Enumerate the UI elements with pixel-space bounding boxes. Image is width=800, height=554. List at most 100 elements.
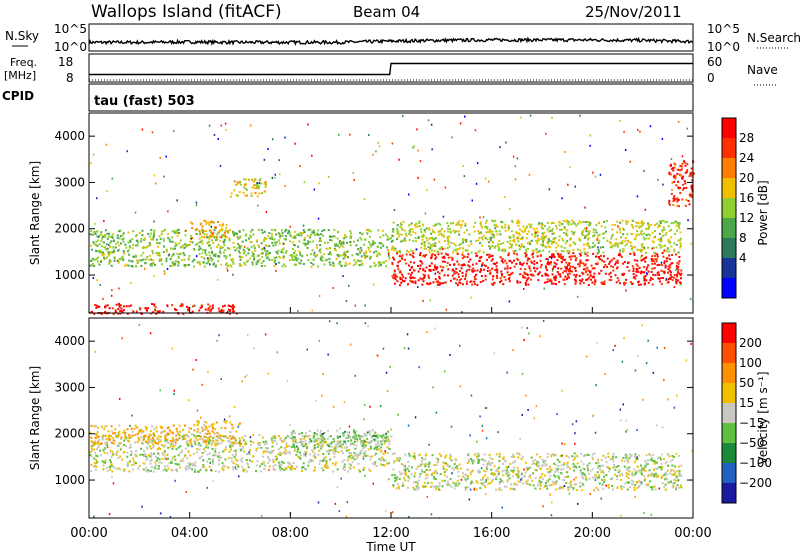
heatmap-cell	[600, 471, 603, 474]
heatmap-cell	[211, 250, 214, 253]
heatmap-cell	[530, 260, 533, 263]
heatmap-cell	[502, 248, 505, 251]
heatmap-cell	[435, 488, 438, 491]
heatmap-cell	[481, 262, 484, 265]
heatmap-cell	[349, 241, 352, 243]
heatmap-cell	[516, 483, 519, 486]
heatmap-cell	[550, 260, 552, 263]
heatmap-cell	[596, 262, 599, 265]
heatmap-cell	[657, 277, 660, 280]
heatmap-cell	[274, 244, 277, 246]
heatmap-cell	[353, 179, 355, 182]
heatmap-cell	[568, 272, 571, 275]
heatmap-cell	[512, 155, 515, 158]
heatmap-cell	[557, 468, 560, 471]
heatmap-cell	[664, 233, 667, 236]
heatmap-cell	[122, 468, 125, 471]
heatmap-cell	[100, 240, 103, 243]
heatmap-cell	[168, 238, 171, 241]
heatmap-cell	[641, 245, 643, 248]
heatmap-cell	[429, 247, 432, 250]
heatmap-cell	[616, 243, 619, 246]
heatmap-cell	[204, 446, 207, 449]
heatmap-cell	[119, 235, 122, 238]
heatmap-cell	[199, 468, 202, 471]
heatmap-cell	[282, 257, 285, 259]
heatmap-cell	[560, 473, 563, 475]
heatmap-cell	[253, 184, 256, 187]
heatmap-cell	[415, 485, 418, 488]
heatmap-cell	[398, 456, 401, 459]
heatmap-cell	[651, 260, 653, 263]
heatmap-cell	[514, 473, 517, 476]
heatmap-cell	[360, 449, 363, 452]
heatmap-cell	[399, 225, 402, 228]
heatmap-cell	[274, 440, 277, 443]
heatmap-cell	[263, 248, 266, 250]
heatmap-cell	[159, 237, 162, 240]
heatmap-cell	[574, 275, 577, 278]
heatmap-cell	[109, 242, 112, 244]
heatmap-cell	[130, 427, 133, 430]
heatmap-cell	[501, 258, 504, 261]
heatmap-cell	[641, 224, 644, 227]
heatmap-cell	[618, 282, 621, 285]
heatmap-cell	[263, 468, 266, 470]
heatmap-cell	[217, 137, 219, 140]
heatmap-cell	[459, 282, 462, 285]
heatmap-cell	[258, 182, 261, 185]
heatmap-cell	[121, 310, 123, 313]
heatmap-cell	[149, 243, 152, 246]
heatmap-cell	[662, 458, 665, 461]
heatmap-cell	[603, 478, 606, 481]
heatmap-cell	[217, 455, 220, 458]
heatmap-cell	[527, 283, 530, 286]
heatmap-cell	[378, 145, 381, 148]
heatmap-cell	[458, 279, 461, 282]
heatmap-cell	[612, 455, 615, 458]
heatmap-cell	[201, 242, 204, 245]
heatmap-cell	[567, 268, 570, 271]
heatmap-cell	[486, 463, 489, 466]
heatmap-cell	[338, 254, 341, 257]
heatmap-cell	[599, 258, 602, 261]
heatmap-cell	[284, 265, 287, 268]
heatmap-cell	[643, 277, 646, 280]
heatmap-cell	[352, 264, 355, 267]
heatmap-cell	[602, 246, 605, 249]
heatmap-cell	[279, 469, 282, 472]
heatmap-cell	[244, 434, 246, 437]
heatmap-cell	[535, 251, 538, 254]
heatmap-cell	[158, 446, 160, 449]
heatmap-cell	[524, 268, 527, 271]
heatmap-cell	[620, 488, 623, 491]
heatmap-cell	[189, 221, 192, 224]
heatmap-cell	[207, 303, 210, 306]
heatmap-cell	[651, 278, 654, 281]
heatmap-cell	[614, 263, 617, 266]
heatmap-cell	[495, 265, 498, 268]
heatmap-cell	[318, 295, 321, 297]
heatmap-cell	[155, 312, 158, 315]
heatmap-cell	[640, 469, 643, 472]
heatmap-cell	[198, 438, 201, 441]
heatmap-cell	[374, 440, 377, 442]
heatmap-cell	[692, 172, 695, 175]
heatmap-cell	[285, 442, 288, 445]
heatmap-cell	[391, 262, 394, 264]
heatmap-cell	[558, 280, 561, 283]
heatmap-cell	[626, 459, 629, 462]
heatmap-cell	[346, 263, 349, 266]
heatmap-cell	[415, 240, 417, 243]
heatmap-cell	[175, 308, 178, 311]
heatmap-cell	[531, 233, 534, 236]
heatmap-cell	[674, 175, 677, 178]
heatmap-cell	[673, 473, 675, 476]
heatmap-cell	[616, 259, 619, 262]
heatmap-cell	[152, 259, 155, 262]
heatmap-cell	[540, 238, 543, 241]
heatmap-cell	[489, 464, 492, 466]
heatmap-cell	[312, 253, 315, 256]
heatmap-cell	[566, 240, 569, 243]
heatmap-cell	[617, 254, 620, 256]
